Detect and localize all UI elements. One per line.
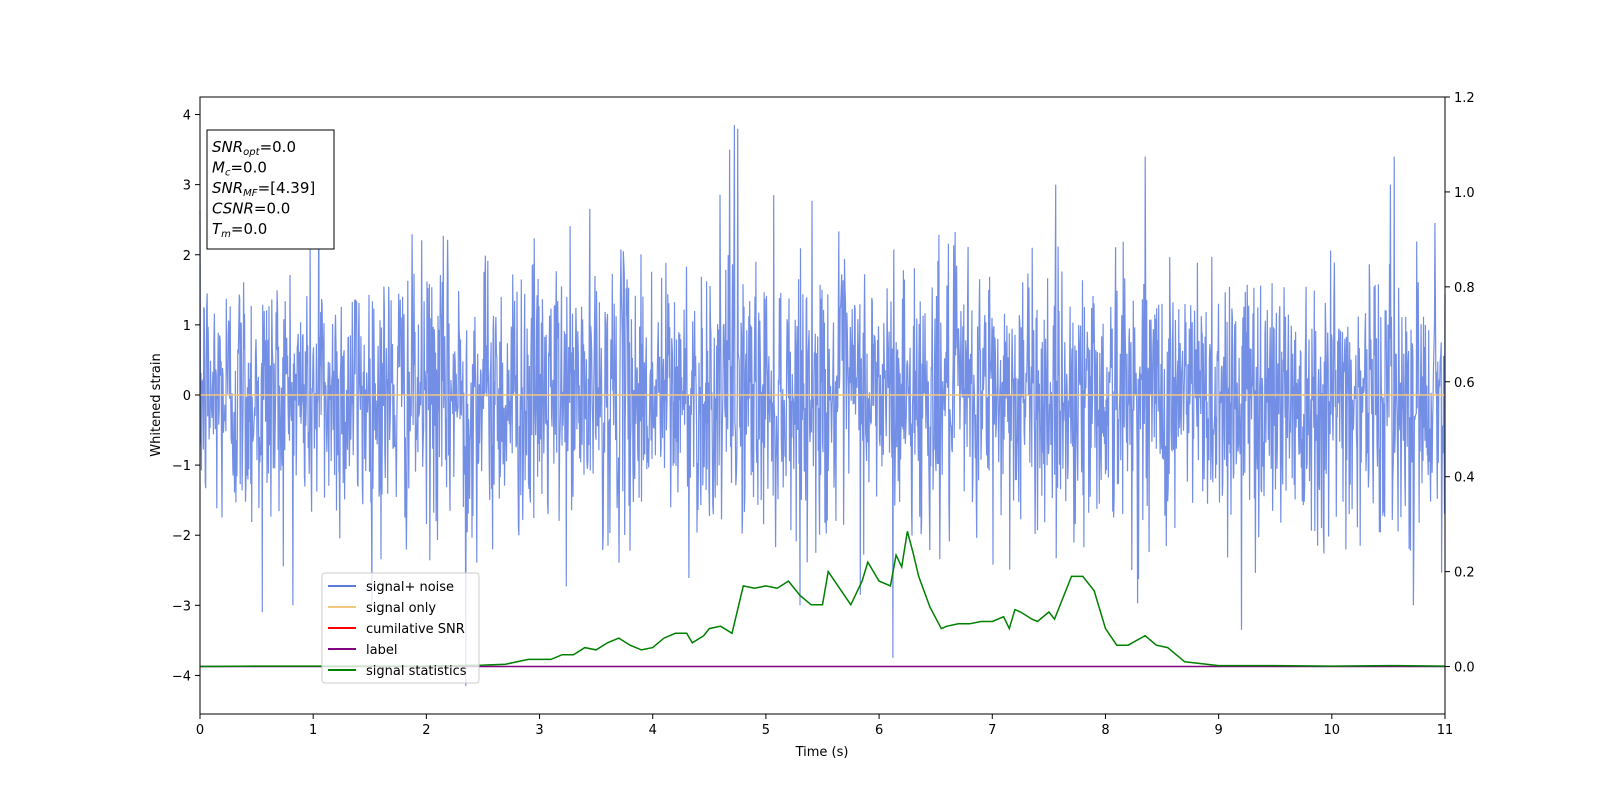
annotation-line: Tm=0.0 [212, 220, 267, 240]
annotation-frame [206, 129, 335, 250]
legend: signal+ noise signal only cumilative SNR la… [321, 572, 480, 684]
tick-layer: 0 1 2 3 4 5 6 7 8 9 10 11 −4 −3 −2 −1 0 1 2 3 4 0.0 0.2 0.4 0.6 0… [172, 91, 1475, 738]
legend-label: signal only [366, 601, 436, 616]
x-tick-label: 10 [1324, 723, 1341, 738]
axes-frame [199, 96, 1446, 715]
y2-tick-label: 1.0 [1454, 186, 1475, 201]
legend-label: signal+ noise [366, 580, 454, 595]
annotation-line: SNRopt=0.0 [212, 138, 296, 158]
annotation-line: Mc=0.0 [212, 159, 267, 179]
y2-tick-label: 0.8 [1454, 281, 1475, 296]
series-signal-statistics [199, 531, 1446, 668]
y-tick-label: 4 [183, 109, 191, 124]
legend-label: label [366, 643, 397, 658]
y-tick-label: 2 [183, 249, 191, 264]
legend-label: cumilative SNR [366, 622, 465, 637]
y2-tick-label: 0.0 [1454, 661, 1475, 676]
x-tick-label: 8 [1101, 723, 1109, 738]
y2-tick-label: 0.2 [1454, 566, 1475, 581]
y-tick-label: −4 [172, 669, 191, 684]
y-tick-label: 0 [183, 389, 191, 404]
y2-tick-label: 1.2 [1454, 91, 1475, 106]
x-tick-label: 5 [762, 723, 770, 738]
x-tick-label: 2 [422, 723, 430, 738]
x-tick-label: 1 [309, 723, 317, 738]
legend-label: signal statistics [366, 664, 467, 679]
y-tick-label: −3 [172, 599, 191, 614]
x-tick-label: 11 [1437, 723, 1454, 738]
x-tick-label: 3 [535, 723, 543, 738]
y-tick-label: −1 [172, 459, 191, 474]
legend-frame [321, 572, 480, 684]
y-axis-label: Whitened strain [149, 353, 164, 456]
y-tick-label: 3 [183, 179, 191, 194]
x-axis-label: Time (s) [795, 745, 849, 760]
x-tick-label: 7 [988, 723, 996, 738]
y2-tick-label: 0.6 [1454, 376, 1475, 391]
x-tick-label: 9 [1214, 723, 1222, 738]
y2-tick-label: 0.4 [1454, 471, 1475, 486]
x-tick-label: 6 [875, 723, 883, 738]
annotation-line: SNRMF=[4.39] [212, 179, 315, 199]
y-tick-label: −2 [172, 529, 191, 544]
x-tick-label: 0 [196, 723, 204, 738]
y-tick-label: 1 [183, 319, 191, 334]
x-tick-label: 4 [649, 723, 657, 738]
series-signal-plus-noise [199, 124, 1446, 687]
annotation-line: CSNR=0.0 [212, 200, 290, 218]
